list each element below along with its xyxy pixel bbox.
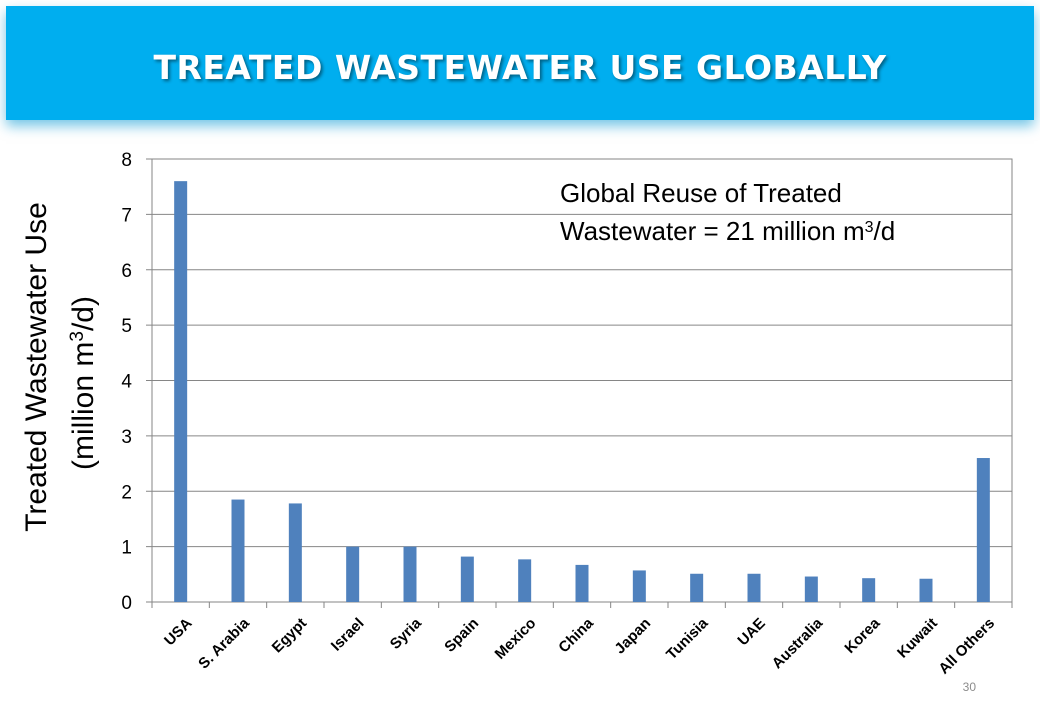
y-tick-label: 7 [121, 205, 132, 226]
y-tick-label: 4 [121, 372, 132, 393]
bar-mexico [518, 559, 532, 602]
bar-israel [346, 546, 360, 602]
x-tick-label: Egypt [269, 615, 310, 656]
x-tick-label: Tunisia [663, 614, 712, 663]
x-tick-label: Israel [328, 615, 368, 655]
y-axis-unit: (million m3/d) [67, 296, 101, 470]
x-tick-label: S. Arabia [195, 614, 253, 672]
y-tick-label: 2 [121, 482, 132, 503]
x-tick-label: China [555, 614, 597, 656]
y-tick-label: 8 [121, 150, 132, 171]
x-tick-label: Spain [441, 615, 482, 656]
slide-number: 30 [962, 680, 976, 694]
bar-all-others [976, 458, 990, 602]
bar-uae [747, 573, 761, 602]
x-tick-label: Mexico [492, 615, 540, 663]
x-tick-label: Australia [769, 614, 827, 672]
x-tick-label: Kuwait [894, 615, 941, 662]
x-tick-label: Japan [611, 615, 654, 658]
x-tick-label: USA [161, 615, 196, 650]
bar-china [575, 564, 589, 602]
annotation-line-1: Global Reuse of Treated [560, 178, 842, 208]
y-tick-label: 1 [121, 538, 132, 559]
bar-korea [862, 578, 876, 602]
x-tick-label: Korea [841, 614, 884, 657]
y-tick-label: 3 [121, 427, 132, 448]
bar-australia [804, 576, 818, 602]
bar-spain [460, 556, 474, 602]
y-tick-label: 5 [121, 316, 132, 337]
bar-s-arabia [231, 499, 245, 602]
y-tick-label: 0 [121, 593, 132, 614]
slide-title: TREATED WASTEWATER USE GLOBALLY [153, 48, 887, 87]
bar-egypt [288, 503, 302, 602]
y-tick-label: 6 [121, 261, 132, 282]
x-tick-label: Syria [387, 614, 425, 652]
annotation-line-2: Wastewater = 21 million m3/d [560, 216, 895, 246]
bar-kuwait [919, 578, 933, 602]
bar-tunisia [690, 573, 704, 602]
bar-japan [632, 570, 646, 602]
y-axis-title: Treated Wastewater Use [20, 202, 53, 532]
bar-syria [403, 546, 417, 602]
bar-usa [174, 181, 188, 602]
x-tick-label: UAE [734, 615, 768, 649]
x-tick-label: All Others [935, 615, 998, 678]
title-banner: TREATED WASTEWATER USE GLOBALLY [6, 6, 1034, 120]
